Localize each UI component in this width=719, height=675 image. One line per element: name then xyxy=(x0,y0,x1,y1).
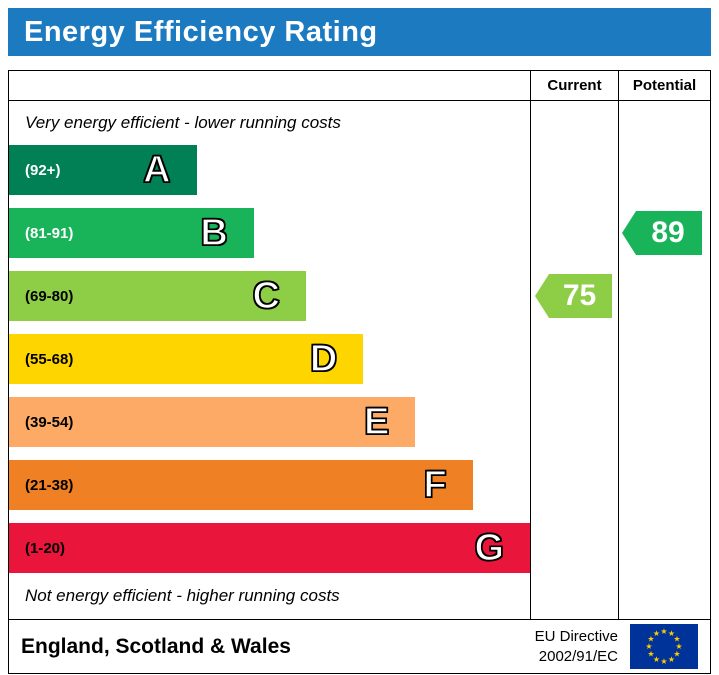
band-range-label: (39-54) xyxy=(25,413,74,431)
top-note: Very energy efficient - lower running co… xyxy=(25,113,341,132)
title-bar: Energy Efficiency Rating xyxy=(8,8,711,56)
band-range-label: (1-20) xyxy=(25,539,66,557)
band-letter: D xyxy=(309,338,338,380)
band-bar-e: (39-54) E xyxy=(9,397,416,447)
page-title: Energy Efficiency Rating xyxy=(24,15,378,48)
band-bar-b: (81-91) B xyxy=(9,208,254,258)
footer: England, Scotland & Wales EU Directive 2… xyxy=(8,620,711,674)
svg-text:★: ★ xyxy=(653,629,660,638)
eu-directive-line1: EU Directive xyxy=(534,628,618,645)
eu-directive-line2: 2002/91/EC xyxy=(538,647,618,665)
band-range-label: (69-80) xyxy=(25,287,74,305)
svg-text:★: ★ xyxy=(647,635,654,644)
band-letter: E xyxy=(363,401,390,443)
svg-text:★: ★ xyxy=(645,642,652,651)
eu-flag: ★ ★ ★ ★ ★ ★ ★ ★ ★ ★ ★ ★ xyxy=(630,624,698,669)
svg-text:★: ★ xyxy=(660,627,667,636)
band-bar-f: (21-38) F xyxy=(9,460,473,510)
band-bar-a: (92+) A xyxy=(9,145,197,195)
svg-text:★: ★ xyxy=(647,650,654,659)
band-letter: A xyxy=(142,149,171,191)
band-range-label: (55-68) xyxy=(25,350,74,368)
band-letter: G xyxy=(474,527,505,569)
band-range-label: (21-38) xyxy=(25,476,74,494)
potential-column-header: Potential xyxy=(618,71,710,101)
potential-rating-column: 89 xyxy=(618,101,710,619)
svg-text:★: ★ xyxy=(673,650,680,659)
bands-area: Very energy efficient - lower running co… xyxy=(9,101,530,619)
svg-text:★: ★ xyxy=(653,655,660,664)
region-label: England, Scotland & Wales xyxy=(21,634,291,658)
current-column-header: Current xyxy=(530,71,618,101)
current-rating-value: 75 xyxy=(562,279,597,312)
band-letter: B xyxy=(200,212,229,254)
svg-text:★: ★ xyxy=(668,655,675,664)
potential-rating-value: 89 xyxy=(651,216,685,249)
svg-text:★: ★ xyxy=(673,635,680,644)
band-letter: F xyxy=(423,464,448,506)
svg-text:★: ★ xyxy=(675,642,682,651)
band-bar-c: (69-80) C xyxy=(9,271,306,321)
potential-rating-pointer: 89 xyxy=(622,211,702,255)
band-bar-d: (55-68) D xyxy=(9,334,364,384)
bottom-note: Not energy efficient - higher running co… xyxy=(25,586,340,605)
eu-directive-text: EU Directive 2002/91/EC xyxy=(535,627,618,666)
current-rating-column: 75 xyxy=(530,101,618,619)
current-rating-pointer: 75 xyxy=(535,274,612,318)
chart-header-spacer xyxy=(9,71,530,101)
svg-text:★: ★ xyxy=(660,657,667,666)
band-letter: C xyxy=(252,275,281,317)
epc-chart: Current Potential Very energy efficient … xyxy=(8,70,711,620)
band-bar-g: (1-20) G xyxy=(9,523,530,573)
svg-text:★: ★ xyxy=(668,629,675,638)
band-range-label: (81-91) xyxy=(25,224,74,242)
band-range-label: (92+) xyxy=(25,161,61,179)
